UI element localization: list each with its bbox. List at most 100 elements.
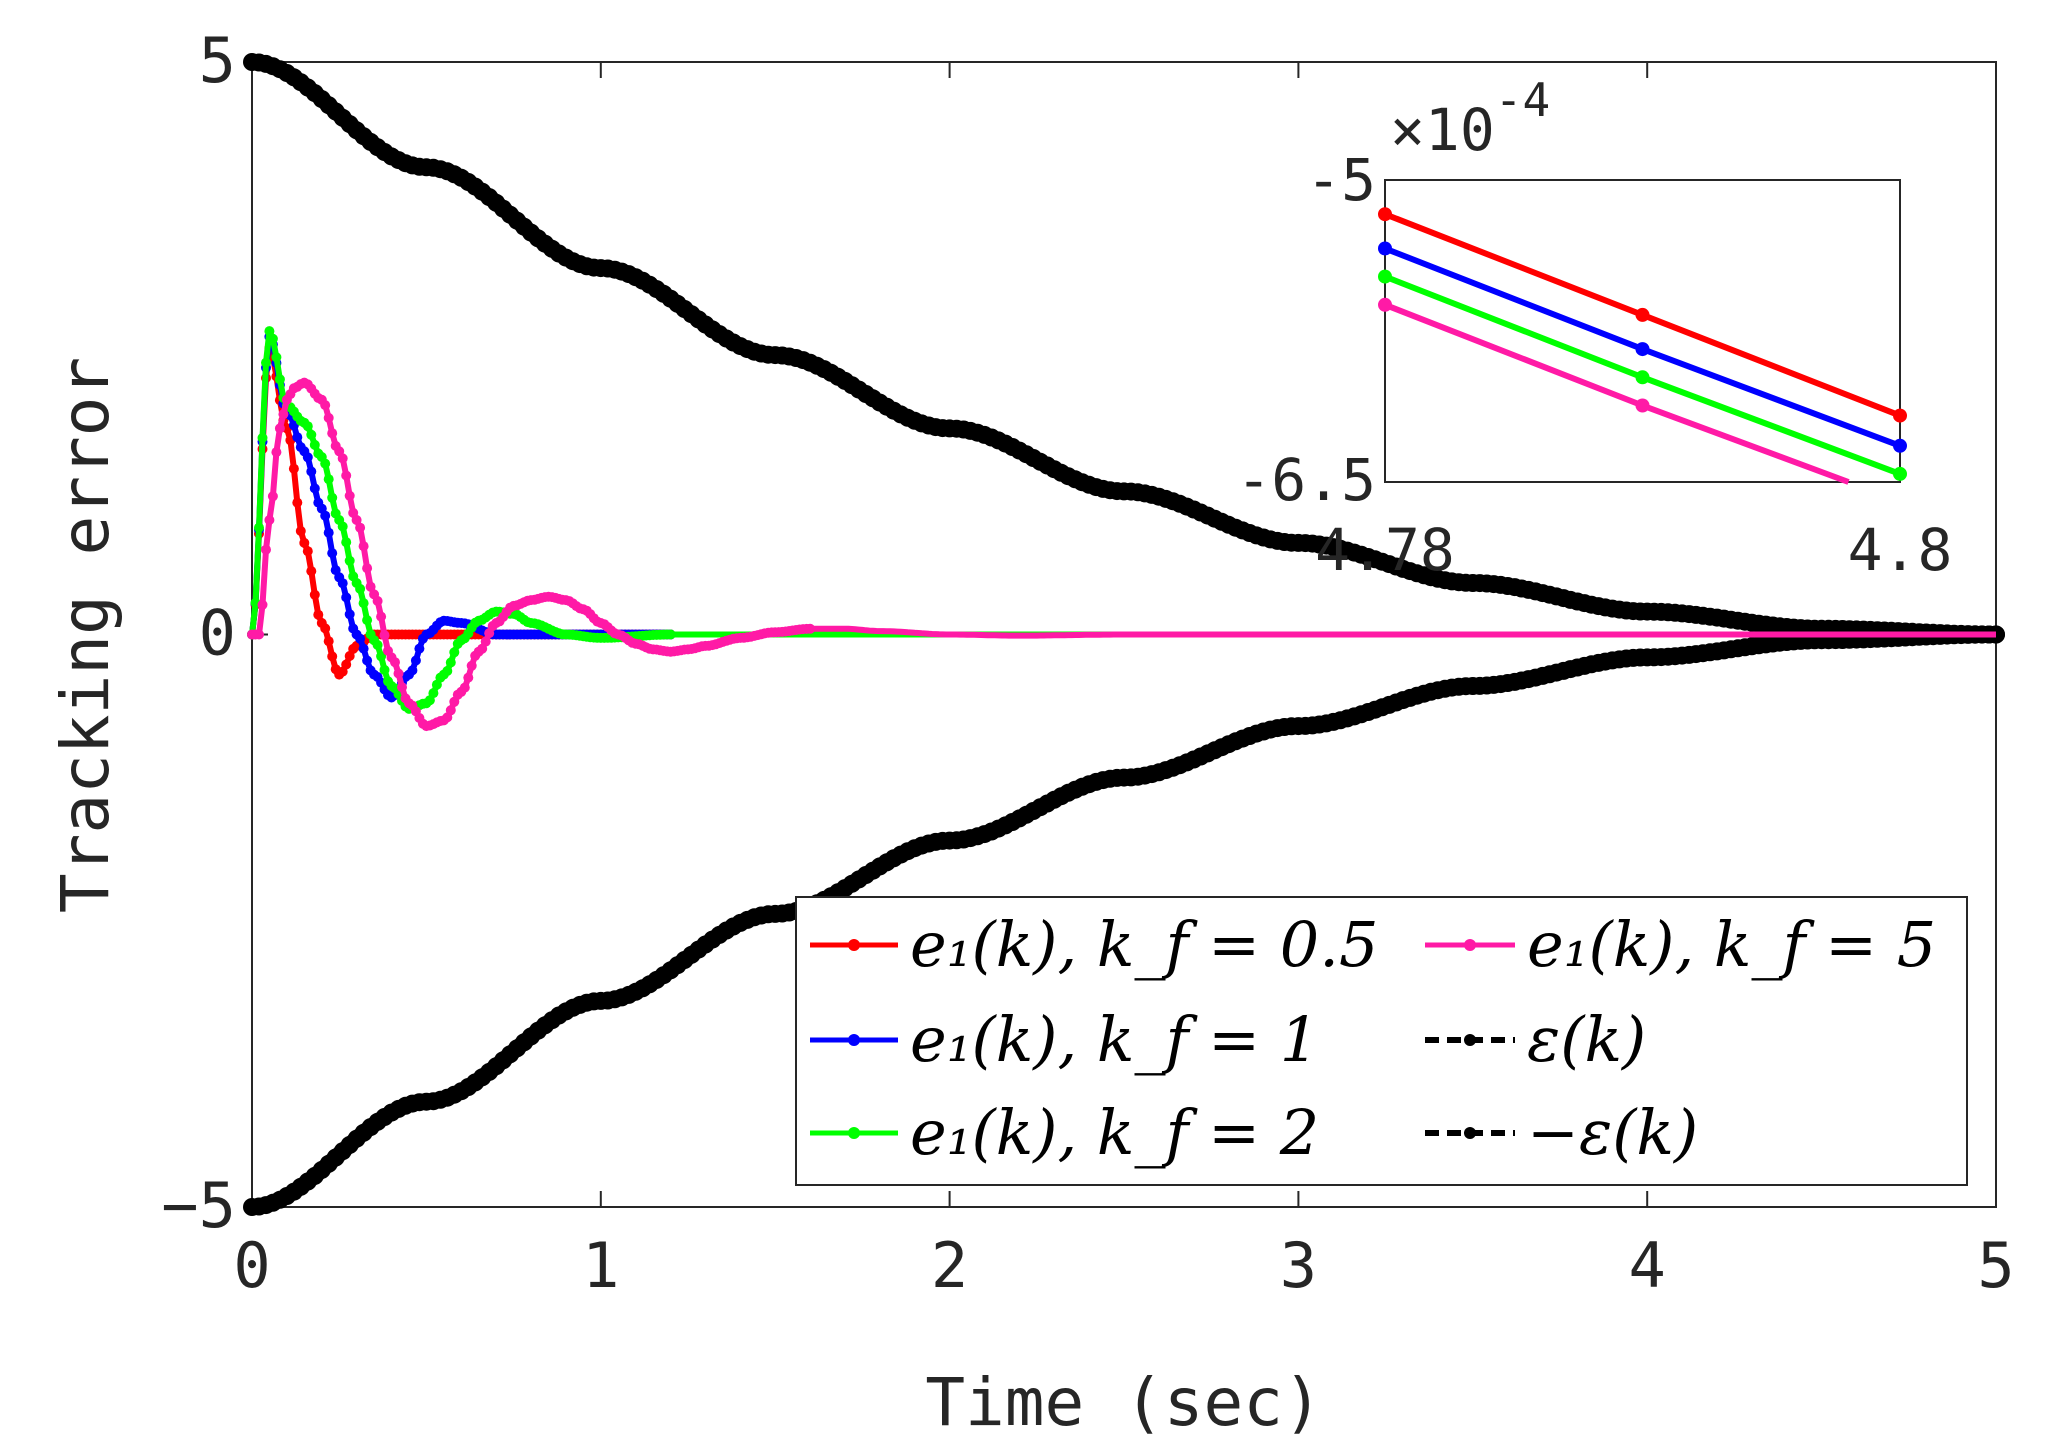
main-y-ticks: −5 0 5: [161, 24, 1996, 1242]
legend-entry-kf-5: e₁(k), k_f = 5: [1425, 908, 1936, 981]
series-point-2: [376, 651, 387, 662]
legend-marker-epsilon: [1464, 1034, 1476, 1046]
series-point-3: [355, 522, 366, 533]
inset-series-point-2: [1635, 370, 1650, 385]
series-point-3: [271, 447, 282, 458]
legend-marker-neg-epsilon: [1464, 1127, 1476, 1139]
series-point-1: [414, 643, 425, 654]
legend-entry-epsilon: ε(k): [1425, 1003, 1646, 1076]
legend-label-neg-epsilon: −ε(k): [1527, 1096, 1698, 1169]
legend-box: [795, 896, 1968, 1186]
series-point-0: [327, 651, 338, 662]
series-point-1: [407, 665, 418, 676]
legend-label-kf-1: e₁(k), k_f = 1: [910, 1003, 1319, 1076]
inset-series-point-0: [1635, 307, 1650, 322]
series-point-3: [376, 611, 387, 622]
series-point-3: [254, 629, 264, 640]
inset-plot-area: [1384, 179, 1901, 483]
series-point-1: [362, 655, 373, 666]
y-tick-label: −5: [161, 1169, 236, 1242]
x-tick-label: 5: [1977, 1229, 2014, 1302]
legend-label-epsilon: ε(k): [1527, 1003, 1646, 1076]
inset-y-tick-label-bottom: -6.5: [1236, 446, 1376, 514]
series-point-1: [309, 483, 320, 494]
series-point-2: [261, 357, 271, 368]
inset-x-tick-label-min: 4.78: [1315, 516, 1455, 584]
series-point-2: [271, 352, 282, 363]
main-series-group: [243, 53, 2005, 1216]
legend-label-kf-5: e₁(k), k_f = 5: [1527, 908, 1936, 981]
series-point-2: [323, 474, 334, 485]
series-point-2: [449, 647, 460, 658]
series-point-2: [257, 432, 268, 443]
legend-entry-kf-2: e₁(k), k_f = 2: [810, 1096, 1319, 1169]
series-point-2: [302, 421, 313, 432]
inset-series-group: [1378, 207, 1907, 485]
inset-series-point-3: [1378, 297, 1392, 312]
series-point-2: [372, 640, 383, 650]
series-point-2: [306, 429, 317, 440]
series-point-3: [341, 470, 352, 481]
series-point-3: [278, 409, 289, 420]
legend-marker-kf-2: [848, 1127, 860, 1139]
series-point-2: [341, 537, 352, 548]
series-point-3: [327, 428, 338, 439]
series-point-3: [274, 423, 285, 434]
series-point-3: [264, 515, 275, 525]
inset-exponent-label: ×10-4: [1390, 73, 1550, 164]
inset-x-tick-label-max: 4.8: [1848, 516, 1953, 584]
legend-entry-neg-epsilon: −ε(k): [1425, 1096, 1698, 1169]
series-point-3: [344, 490, 355, 501]
series-point-0: [288, 463, 299, 474]
inset-y-tick-label-top: -5: [1306, 146, 1376, 214]
series-point-3: [257, 599, 268, 610]
series-point-2: [267, 333, 278, 344]
series-point-1: [306, 466, 317, 477]
series-point-2: [379, 664, 390, 675]
series-point-1: [358, 643, 369, 654]
series-point-0: [295, 526, 306, 536]
series-point-0: [299, 537, 310, 548]
series-point-1: [344, 609, 355, 620]
y-tick-label: 0: [199, 597, 236, 670]
series-point-0: [309, 589, 320, 600]
series-point-3: [337, 453, 348, 464]
x-tick-label: 2: [931, 1229, 968, 1302]
series-point-0: [292, 497, 303, 508]
series-point-1: [302, 452, 313, 463]
main-x-ticks: 0 1 2 3 4 5: [233, 62, 2015, 1302]
series-point-3: [397, 682, 407, 693]
x-tick-label: 1: [582, 1229, 619, 1302]
series-point-0: [313, 609, 324, 620]
series-point-2: [254, 522, 264, 533]
legend-label-kf-2: e₁(k), k_f = 2: [910, 1096, 1319, 1169]
series-point-3: [445, 705, 456, 716]
series-point-3: [358, 541, 369, 552]
x-tick-label: 3: [1280, 1229, 1317, 1302]
series-point-1: [320, 510, 331, 521]
legend-marker-kf-0-5: [848, 939, 860, 951]
series-point-3: [365, 581, 376, 592]
series-point-3: [393, 668, 404, 679]
series-point-2: [355, 583, 366, 594]
series-point-1: [323, 527, 334, 538]
series-point-2: [337, 521, 348, 532]
series-point-3: [390, 657, 400, 668]
x-axis-title: Time (sec): [925, 1364, 1322, 1441]
series-point-0: [341, 659, 352, 670]
inset-series-point-0: [1893, 408, 1907, 423]
series-point-2: [442, 666, 453, 676]
series-point-2: [358, 598, 369, 609]
y-axis-title: Tracking error: [47, 357, 124, 913]
series-point-3: [805, 623, 816, 634]
series-point-1: [355, 633, 366, 644]
inset-series-point-1: [1893, 438, 1907, 453]
x-tick-label: 4: [1629, 1229, 1666, 1302]
series-point-3: [480, 636, 491, 647]
inset-series-point-0: [1378, 207, 1392, 222]
series-point-1: [327, 548, 338, 559]
series-point-2: [264, 326, 275, 337]
series-point-3: [267, 491, 278, 502]
inset-series-point-2: [1893, 466, 1907, 481]
series-point-2: [274, 374, 285, 385]
